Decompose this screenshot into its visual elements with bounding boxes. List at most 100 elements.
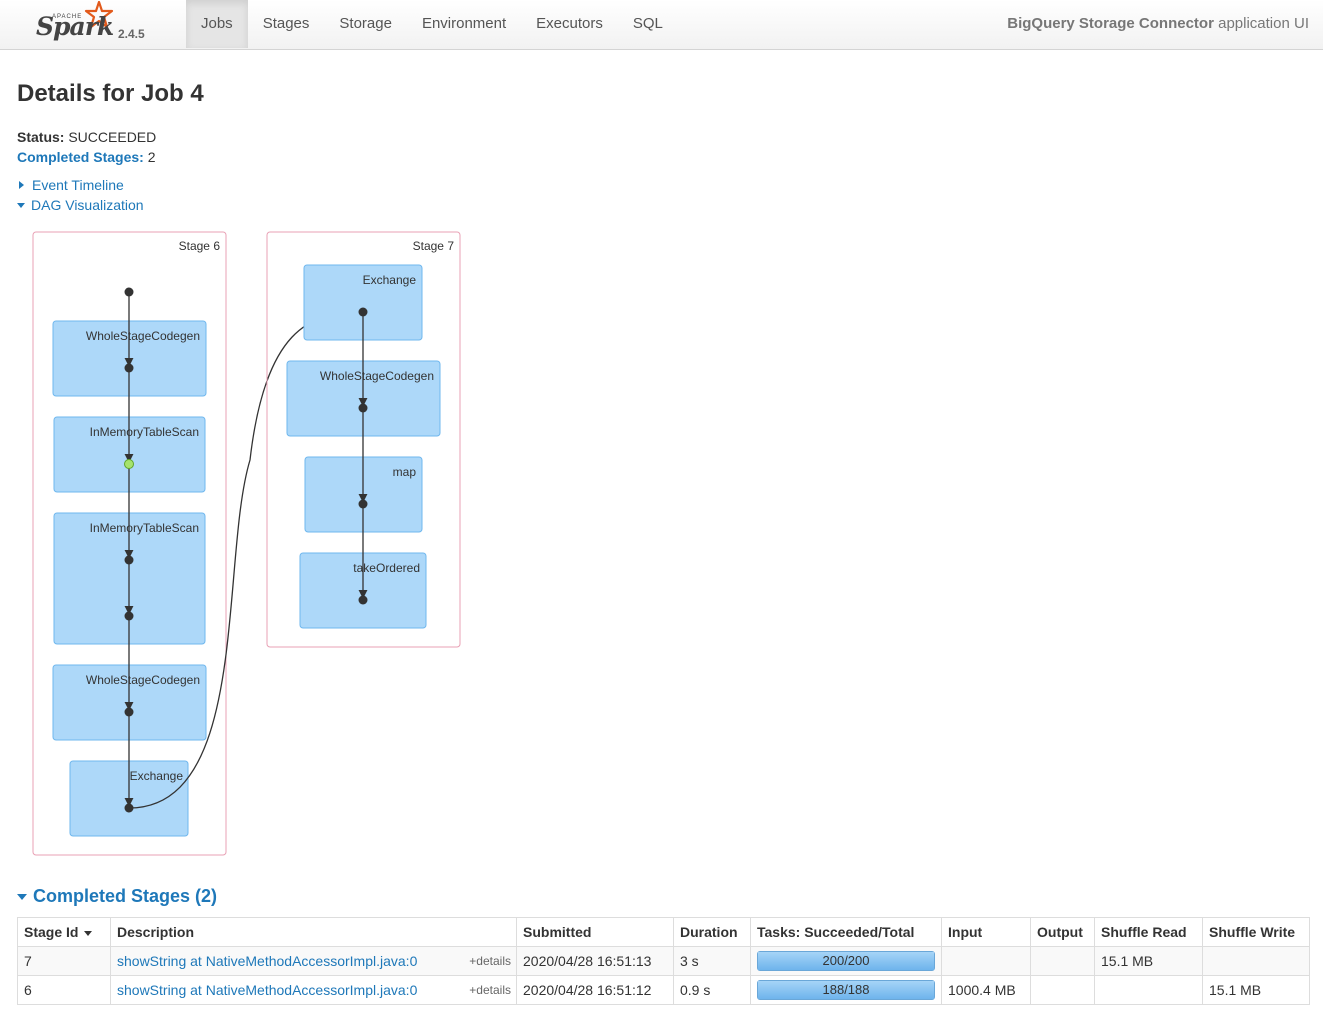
tasks-progress-bar: 200/200 (757, 951, 935, 971)
col-tasks[interactable]: Tasks: Succeeded/Total (750, 917, 942, 947)
stage-6-label: Stage 6 (179, 239, 221, 253)
table-row: 7 showString at NativeMethodAccessorImpl… (17, 946, 1310, 976)
tab-sql[interactable]: SQL (632, 15, 663, 32)
status-row: Status: SUCCEEDED (17, 127, 156, 147)
duration-cell: 3 s (673, 946, 751, 976)
completed-stages-toggle[interactable]: Completed Stages (2) (17, 886, 217, 907)
description-cell: showString at NativeMethodAccessorImpl.j… (110, 946, 517, 976)
shuffle-read-cell: 15.1 MB (1094, 946, 1203, 976)
job-summary: Status: SUCCEEDED Completed Stages: 2 (17, 127, 156, 167)
details-toggle[interactable]: +details (469, 983, 511, 997)
rdd-dot (124, 611, 134, 621)
tasks-progress-bar: 188/188 (757, 980, 935, 1000)
rdd-dot (124, 707, 134, 717)
node-label: WholeStageCodegen (86, 329, 200, 343)
stage-7-cluster[interactable]: Stage 7 Exchange WholeStageCodegen map t… (266, 231, 461, 648)
dag-visualization-toggle[interactable]: DAG Visualization (17, 195, 144, 215)
completed-stages-count: 2 (147, 149, 156, 165)
expanded-arrow-icon (17, 893, 27, 900)
node-label: Exchange (363, 273, 417, 287)
apache-label: APACHE (52, 14, 83, 20)
progress-fill (758, 981, 934, 999)
nav-tabs: Jobs Stages Storage Environment Executor… (186, 0, 678, 50)
node-label: Exchange (130, 769, 184, 783)
expanded-arrow-icon (17, 202, 25, 208)
col-input[interactable]: Input (941, 917, 1031, 947)
table-header-row: Stage Id Description Submitted Duration … (17, 917, 1310, 947)
output-cell (1030, 975, 1095, 1005)
node-label: takeOrdered (353, 561, 420, 575)
stage-id-cell: 6 (17, 975, 111, 1005)
rdd-dot (124, 363, 134, 373)
dag-visualization: Stage 6 WholeStageCodegen InMemoryTableS… (32, 231, 461, 856)
spark-version: 2.4.5 (118, 27, 145, 41)
completed-stages-row: Completed Stages: 2 (17, 147, 156, 167)
completed-stages-header: Completed Stages (2) (33, 886, 218, 906)
stage-6-cluster[interactable]: Stage 6 WholeStageCodegen InMemoryTableS… (32, 231, 227, 856)
completed-stages-link[interactable]: Completed Stages: (17, 149, 144, 165)
details-toggle[interactable]: +details (469, 954, 511, 968)
progress-label: 200/200 (822, 953, 870, 968)
stage-description-link[interactable]: showString at NativeMethodAccessorImpl.j… (117, 982, 418, 998)
tab-storage[interactable]: Storage (339, 15, 392, 32)
node-label: InMemoryTableScan (90, 425, 199, 439)
tasks-cell: 188/188 (750, 975, 942, 1005)
description-cell: showString at NativeMethodAccessorImpl.j… (110, 975, 517, 1005)
spark-wordmark: Spark (36, 12, 114, 41)
col-output[interactable]: Output (1030, 917, 1095, 947)
page-title: Details for Job 4 (17, 80, 204, 107)
event-timeline-link[interactable]: Event Timeline (32, 177, 124, 193)
submitted-cell: 2020/04/28 16:51:12 (516, 975, 674, 1005)
progress-fill (758, 952, 934, 970)
tasks-cell: 200/200 (750, 946, 942, 976)
input-cell: 1000.4 MB (941, 975, 1031, 1005)
app-name: BigQuery Storage Connector (1007, 15, 1214, 32)
dag-visualization-link[interactable]: DAG Visualization (31, 197, 144, 213)
rdd-dot (358, 499, 368, 509)
toggles: Event Timeline DAG Visualization (17, 175, 144, 215)
node-label: map (393, 465, 417, 479)
col-description[interactable]: Description (110, 917, 517, 947)
status-value: SUCCEEDED (68, 129, 157, 145)
submitted-cell: 2020/04/28 16:51:13 (516, 946, 674, 976)
input-cell (941, 946, 1031, 976)
shuffle-write-cell (1202, 946, 1310, 976)
stage-7-label: Stage 7 (413, 239, 455, 253)
output-cell (1030, 946, 1095, 976)
col-duration[interactable]: Duration (673, 917, 751, 947)
rdd-dot (358, 307, 368, 317)
collapsed-arrow-icon (19, 181, 24, 189)
spark-logo[interactable]: APACHE Spark 2.4.5 (34, 1, 154, 48)
rdd-dot (358, 403, 368, 413)
stage-id-cell: 7 (17, 946, 111, 976)
shuffle-read-cell (1094, 975, 1203, 1005)
tab-executors[interactable]: Executors (536, 15, 603, 32)
app-title: BigQuery Storage Connector application U… (1007, 0, 1309, 48)
tab-environment[interactable]: Environment (421, 15, 507, 32)
col-stage-id[interactable]: Stage Id (17, 917, 111, 947)
shuffle-write-cell: 15.1 MB (1202, 975, 1310, 1005)
spark-star-icon (84, 1, 114, 29)
app-suffix: application UI (1218, 15, 1309, 32)
rdd-dot (358, 595, 368, 605)
rdd-dot (124, 287, 134, 297)
tab-jobs[interactable]: Jobs (186, 0, 248, 48)
duration-cell: 0.9 s (673, 975, 751, 1005)
rdd-dot-cached (124, 459, 134, 469)
table-row: 6 showString at NativeMethodAccessorImpl… (17, 975, 1310, 1005)
col-shuffle-write[interactable]: Shuffle Write (1202, 917, 1310, 947)
tab-stages[interactable]: Stages (262, 15, 310, 32)
status-label: Status: (17, 129, 65, 145)
navbar: APACHE Spark 2.4.5 Jobs Stages Storage E… (0, 0, 1323, 50)
stage-description-link[interactable]: showString at NativeMethodAccessorImpl.j… (117, 953, 418, 969)
rdd-dot (124, 555, 134, 565)
col-submitted[interactable]: Submitted (516, 917, 674, 947)
node-label: WholeStageCodegen (320, 369, 434, 383)
progress-label: 188/188 (822, 982, 870, 997)
event-timeline-toggle[interactable]: Event Timeline (17, 175, 144, 195)
col-shuffle-read[interactable]: Shuffle Read (1094, 917, 1203, 947)
node-label: WholeStageCodegen (86, 673, 200, 687)
completed-stages-table: Stage Id Description Submitted Duration … (17, 917, 1310, 1005)
sort-desc-icon (84, 930, 93, 936)
node-label: InMemoryTableScan (90, 521, 199, 535)
